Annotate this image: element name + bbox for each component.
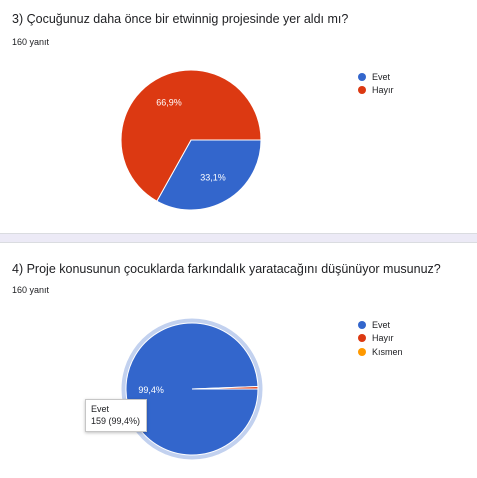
legend-swatch: [358, 320, 366, 329]
tooltip-value: 159 (99,4%): [91, 416, 141, 426]
response-count: 160 yanıt: [12, 285, 50, 295]
legend-item-hay-r[interactable]: Hayır: [358, 332, 403, 346]
question-card-4: 4) Proje konusunun çocuklarda farkındalı…: [0, 243, 477, 478]
legend-label: Hayır: [372, 85, 394, 96]
legend-q3: Evet Hayır: [358, 70, 394, 97]
pie-chart-q3[interactable]: 33,1% 66,9%: [117, 67, 265, 215]
legend-q4: Evet Hayır Kısmen: [358, 318, 403, 359]
tooltip-label: Evet: [91, 404, 110, 414]
legend-item-evet[interactable]: Evet: [358, 70, 394, 84]
response-count: 160 yanıt: [12, 37, 50, 47]
pie-chart-q4[interactable]: 99,4%: [117, 314, 267, 464]
legend-label: Evet: [372, 71, 391, 82]
data-label-evet: 33,1%: [200, 172, 226, 182]
data-label-hay-r: 66,9%: [156, 98, 182, 108]
section-divider: [0, 233, 477, 243]
data-label-evet: 99,4%: [138, 385, 164, 395]
chart-tooltip: Evet 159 (99,4%): [85, 399, 148, 432]
legend-label: Hayır: [372, 333, 394, 344]
question-card-3: 3) Çocuğunuz daha önce bir etwinnig proj…: [0, 0, 477, 233]
legend-label: Evet: [372, 319, 391, 330]
legend-item-k-smen[interactable]: Kısmen: [358, 345, 403, 359]
legend-label: Kısmen: [372, 346, 403, 357]
question-title: 3) Çocuğunuz daha önce bir etwinnig proj…: [12, 12, 349, 26]
legend-swatch: [358, 334, 366, 343]
question-title: 4) Proje konusunun çocuklarda farkındalı…: [12, 262, 441, 276]
legend-swatch: [358, 86, 366, 95]
legend-item-hay-r[interactable]: Hayır: [358, 84, 394, 98]
pie-slice-evet[interactable]: [156, 139, 262, 211]
pie-slice-hay-r[interactable]: [120, 69, 262, 202]
legend-swatch: [358, 72, 366, 81]
legend-swatch: [358, 347, 366, 356]
legend-item-evet[interactable]: Evet: [358, 318, 403, 332]
pie-slice-hay-r[interactable]: [191, 385, 259, 390]
